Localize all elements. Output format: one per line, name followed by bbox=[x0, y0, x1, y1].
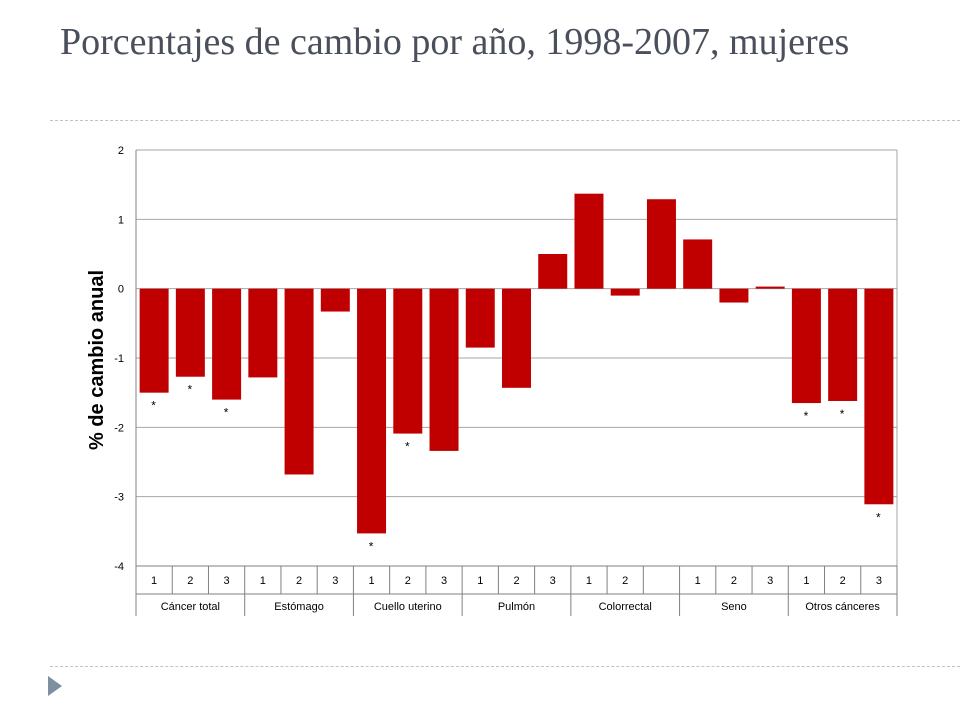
bar bbox=[791, 288, 821, 404]
bar bbox=[284, 288, 314, 475]
x-tick-label: 1 bbox=[586, 575, 592, 587]
bar bbox=[538, 254, 568, 289]
x-tick-label: 2 bbox=[840, 575, 846, 587]
bar bbox=[175, 288, 205, 377]
x-tick-label: 3 bbox=[550, 575, 556, 587]
top-divider bbox=[50, 120, 960, 121]
x-tick-label: 3 bbox=[224, 575, 230, 587]
bar bbox=[864, 288, 894, 505]
x-tick-label: 1 bbox=[803, 575, 809, 587]
group-label: Seno bbox=[721, 601, 747, 613]
significance-marker: * bbox=[151, 399, 156, 413]
bar bbox=[248, 288, 278, 378]
significance-marker: * bbox=[804, 409, 809, 423]
bar bbox=[828, 288, 858, 401]
bar bbox=[357, 288, 387, 534]
x-tick-label: 3 bbox=[876, 575, 882, 587]
bars: * * * * * * * * bbox=[139, 193, 894, 553]
y-tick-label: 1 bbox=[118, 214, 124, 226]
bar bbox=[429, 288, 459, 451]
significance-marker: * bbox=[876, 510, 881, 524]
bar bbox=[719, 288, 749, 303]
bar bbox=[683, 239, 713, 289]
x-tick-label: 2 bbox=[513, 575, 519, 587]
x-tick-label: 1 bbox=[260, 575, 266, 587]
bar bbox=[139, 288, 169, 393]
bar bbox=[646, 199, 676, 289]
y-tick-label: -4 bbox=[114, 561, 124, 573]
bar bbox=[574, 193, 604, 289]
group-label: Estómago bbox=[274, 601, 324, 613]
x-tick-label: 3 bbox=[767, 575, 773, 587]
significance-marker: * bbox=[188, 383, 193, 397]
x-tick-label: 3 bbox=[332, 575, 338, 587]
axes: 2 1 0 -1 -2 -3 -4 1 2 3 Cáncer total 1 2 3 Estómago 1 2 3… bbox=[114, 145, 898, 616]
bar bbox=[212, 288, 242, 400]
bottom-divider bbox=[50, 666, 960, 667]
bar bbox=[502, 288, 531, 388]
significance-marker: * bbox=[224, 406, 229, 420]
bar bbox=[465, 288, 495, 348]
x-tick-label: 2 bbox=[731, 575, 737, 587]
x-tick-label: 1 bbox=[477, 575, 483, 587]
x-tick-label: 2 bbox=[296, 575, 302, 587]
x-tick-label: 2 bbox=[405, 575, 411, 587]
bar bbox=[755, 286, 785, 289]
slide-title: Porcentajes de cambio por año, 1998-2007… bbox=[60, 21, 850, 63]
x-tick-label: 2 bbox=[187, 575, 193, 587]
significance-marker: * bbox=[405, 440, 410, 454]
bullet-arrow-icon bbox=[48, 676, 62, 696]
bar bbox=[393, 288, 423, 434]
bar bbox=[320, 288, 350, 312]
significance-marker: * bbox=[369, 539, 374, 553]
group-label: Colorrectal bbox=[599, 601, 652, 613]
x-tick-label: 2 bbox=[622, 575, 628, 587]
y-tick-label: -2 bbox=[114, 422, 124, 434]
group-label: Cáncer total bbox=[161, 601, 220, 613]
x-tick-label: 1 bbox=[695, 575, 701, 587]
x-tick-label: 1 bbox=[151, 575, 157, 587]
x-tick-label: 1 bbox=[368, 575, 374, 587]
x-tick-label: 3 bbox=[441, 575, 447, 587]
y-tick-label: -3 bbox=[114, 492, 124, 504]
group-label: Pulmón bbox=[498, 601, 535, 613]
bar bbox=[610, 288, 640, 296]
y-tick-label: -1 bbox=[114, 353, 124, 365]
y-tick-label: 2 bbox=[118, 145, 124, 157]
significance-marker: * bbox=[840, 407, 845, 421]
group-label: Cuello uterino bbox=[374, 601, 442, 613]
y-tick-label: 0 bbox=[118, 284, 124, 296]
y-axis-label: % de cambio anual bbox=[86, 270, 108, 450]
group-label: Otros cánceres bbox=[805, 601, 880, 613]
